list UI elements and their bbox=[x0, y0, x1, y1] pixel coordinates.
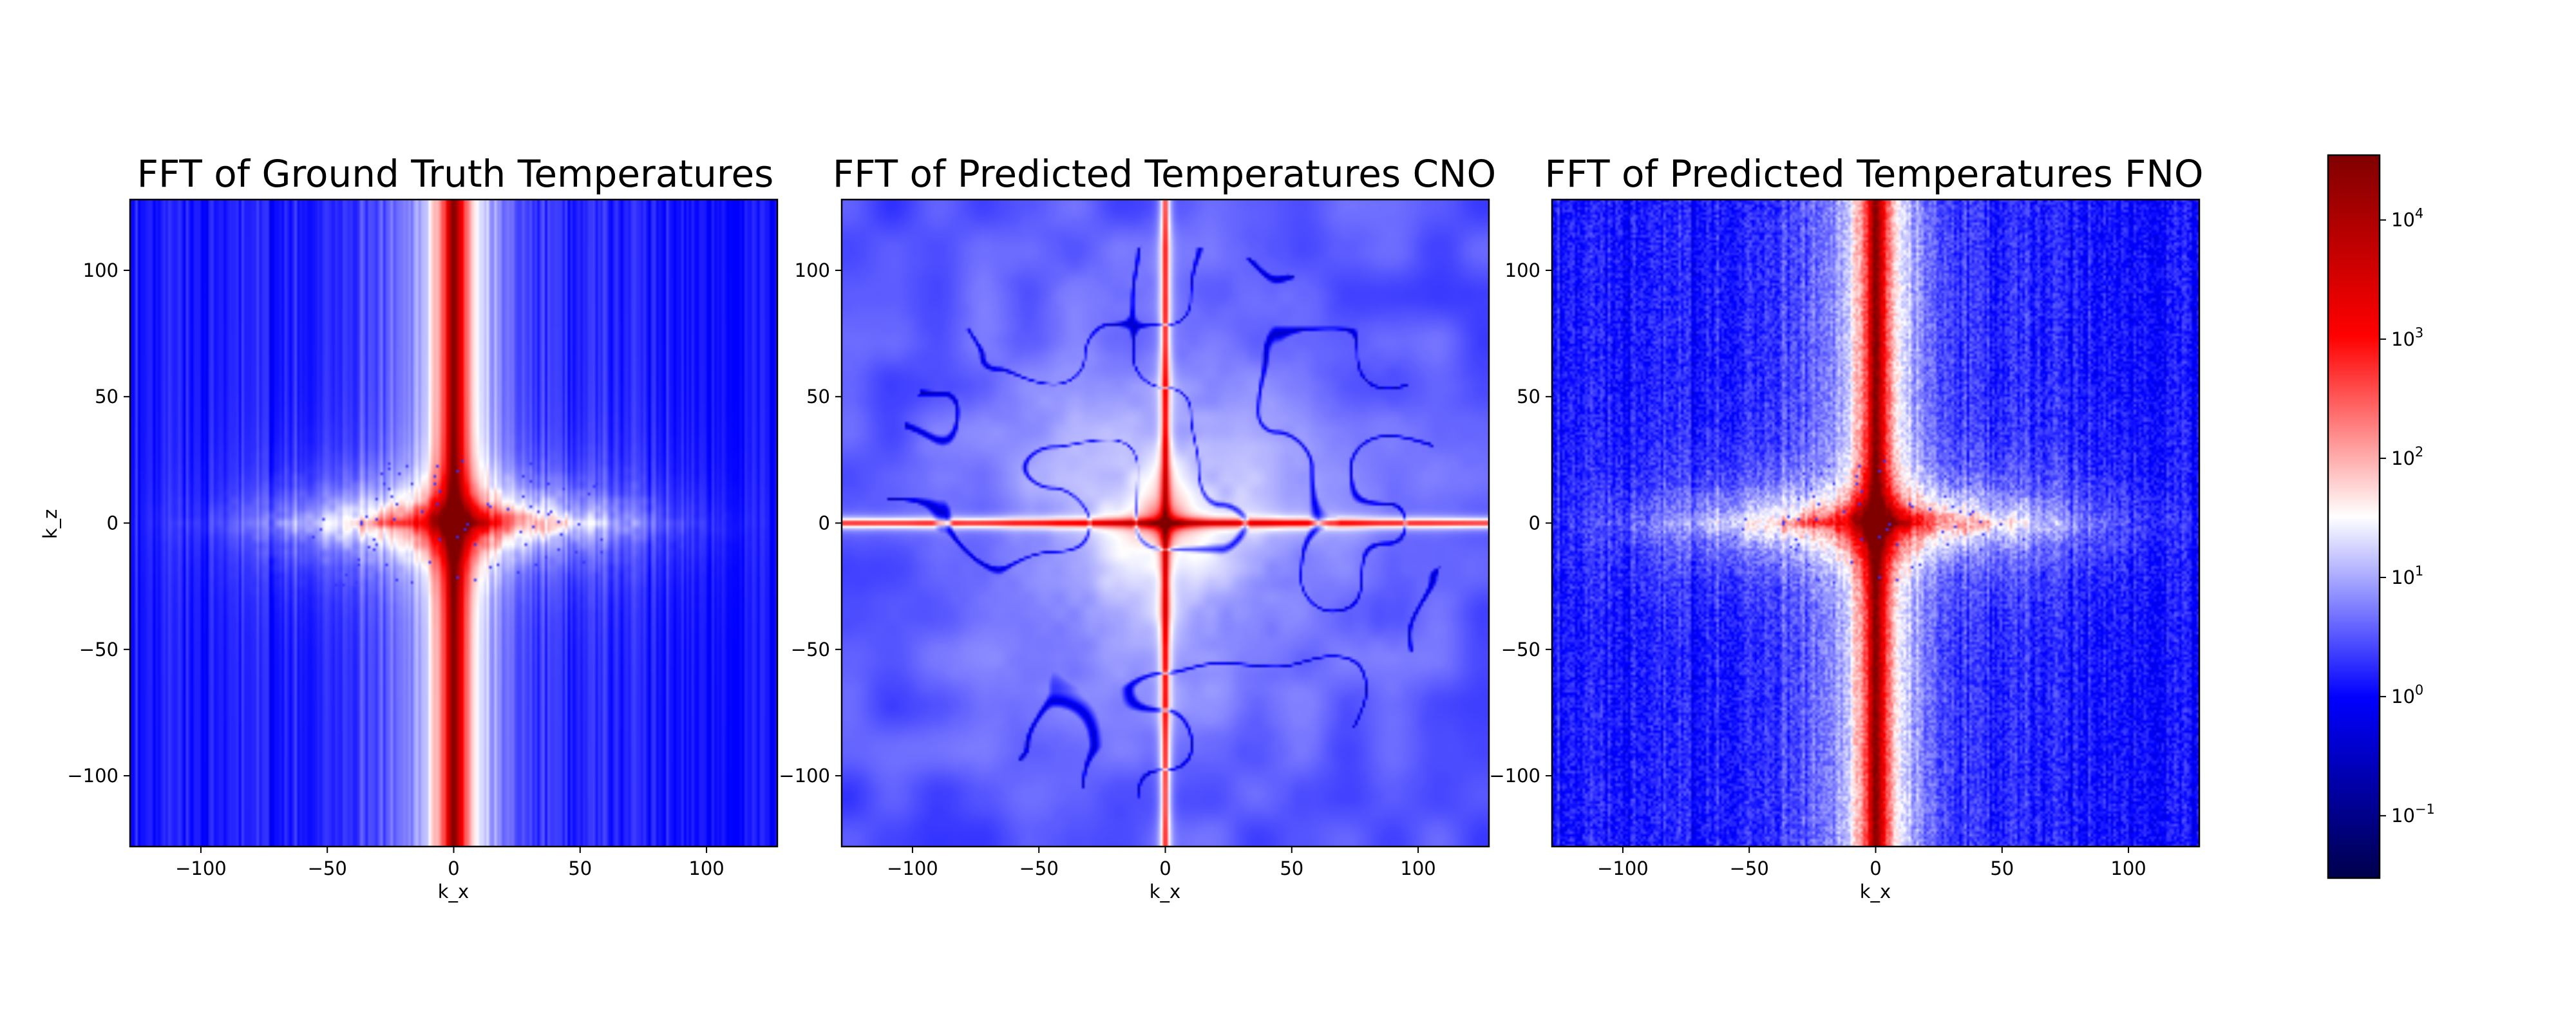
x-tick-label: 100 bbox=[688, 857, 724, 879]
colorbar-frame bbox=[2327, 154, 2381, 879]
y-tick-label: 50 bbox=[806, 386, 830, 407]
y-tick-label: −50 bbox=[791, 639, 830, 660]
colorbar-tick-label: 104 bbox=[2391, 206, 2423, 231]
y-tick-label: 0 bbox=[819, 512, 830, 534]
x-ticks: −100 −50 0 50 100 bbox=[887, 847, 1436, 879]
colorbar: 10−1 100 101 102 103 104 bbox=[2327, 154, 2435, 879]
panel-fno: FFT of Predicted Temperatures FNO −100 −5… bbox=[1489, 152, 2203, 903]
colorbar-tick-label: 102 bbox=[2391, 444, 2423, 469]
y-ticks: −100 −50 0 50 100 bbox=[67, 259, 130, 787]
heatmap-image bbox=[130, 200, 777, 847]
x-tick-label: −100 bbox=[175, 857, 227, 879]
x-ticks: −100 −50 0 50 100 bbox=[1597, 847, 2146, 879]
x-tick-label: 0 bbox=[1159, 857, 1171, 879]
y-tick-label: 100 bbox=[1505, 259, 1540, 281]
y-ticks: −100 −50 0 50 100 bbox=[779, 259, 842, 787]
y-tick-label: 0 bbox=[107, 512, 118, 534]
panel-ground-truth: FFT of Ground Truth Temperatures −100 −50… bbox=[39, 152, 779, 903]
x-tick-label: 50 bbox=[1280, 857, 1303, 879]
x-tick-label: 0 bbox=[448, 857, 459, 879]
x-tick-label: −50 bbox=[308, 857, 347, 879]
x-axis-label: k_x bbox=[438, 881, 469, 903]
colorbar-tick-label: 100 bbox=[2391, 682, 2423, 707]
y-tick-label: 0 bbox=[1529, 512, 1540, 534]
panel-cno: FFT of Predicted Temperatures CNO −100 −5… bbox=[779, 152, 1496, 903]
y-tick-label: −100 bbox=[1489, 765, 1540, 787]
x-axis-label: k_x bbox=[1860, 881, 1891, 903]
x-tick-label: −100 bbox=[1597, 857, 1649, 879]
y-tick-label: −100 bbox=[67, 765, 118, 787]
panel-title: FFT of Ground Truth Temperatures bbox=[137, 152, 774, 196]
y-tick-label: 50 bbox=[1517, 386, 1540, 407]
x-tick-label: −50 bbox=[1019, 857, 1059, 879]
colorbar-gradient bbox=[2328, 155, 2380, 878]
y-axis-label: k_z bbox=[39, 509, 61, 539]
colorbar-tick-label: 103 bbox=[2391, 325, 2423, 350]
panel-title: FFT of Predicted Temperatures FNO bbox=[1544, 152, 2203, 196]
y-tick-label: −50 bbox=[1501, 639, 1540, 660]
y-tick-label: 100 bbox=[83, 259, 118, 281]
y-ticks: −100 −50 0 50 100 bbox=[1489, 259, 1552, 787]
x-tick-label: 100 bbox=[2110, 857, 2146, 879]
x-tick-label: 50 bbox=[1990, 857, 2014, 879]
x-tick-label: −100 bbox=[887, 857, 938, 879]
colorbar-tick-label: 101 bbox=[2391, 563, 2423, 588]
x-tick-label: 0 bbox=[1870, 857, 1881, 879]
x-ticks: −100 −50 0 50 100 bbox=[175, 847, 724, 879]
y-tick-label: 100 bbox=[795, 259, 830, 281]
heatmap-image bbox=[1552, 200, 2199, 847]
x-tick-label: 100 bbox=[1400, 857, 1435, 879]
y-tick-label: 50 bbox=[95, 386, 118, 407]
colorbar-tick-label: 10−1 bbox=[2391, 801, 2435, 827]
x-tick-label: 50 bbox=[568, 857, 592, 879]
y-tick-label: −100 bbox=[779, 765, 830, 787]
y-tick-label: −50 bbox=[79, 639, 118, 660]
x-tick-label: −50 bbox=[1730, 857, 1769, 879]
heatmap-image bbox=[842, 200, 1489, 847]
colorbar-ticks: 10−1 100 101 102 103 104 bbox=[2380, 206, 2435, 827]
x-axis-label: k_x bbox=[1150, 881, 1180, 903]
panel-title: FFT of Predicted Temperatures CNO bbox=[833, 152, 1496, 196]
